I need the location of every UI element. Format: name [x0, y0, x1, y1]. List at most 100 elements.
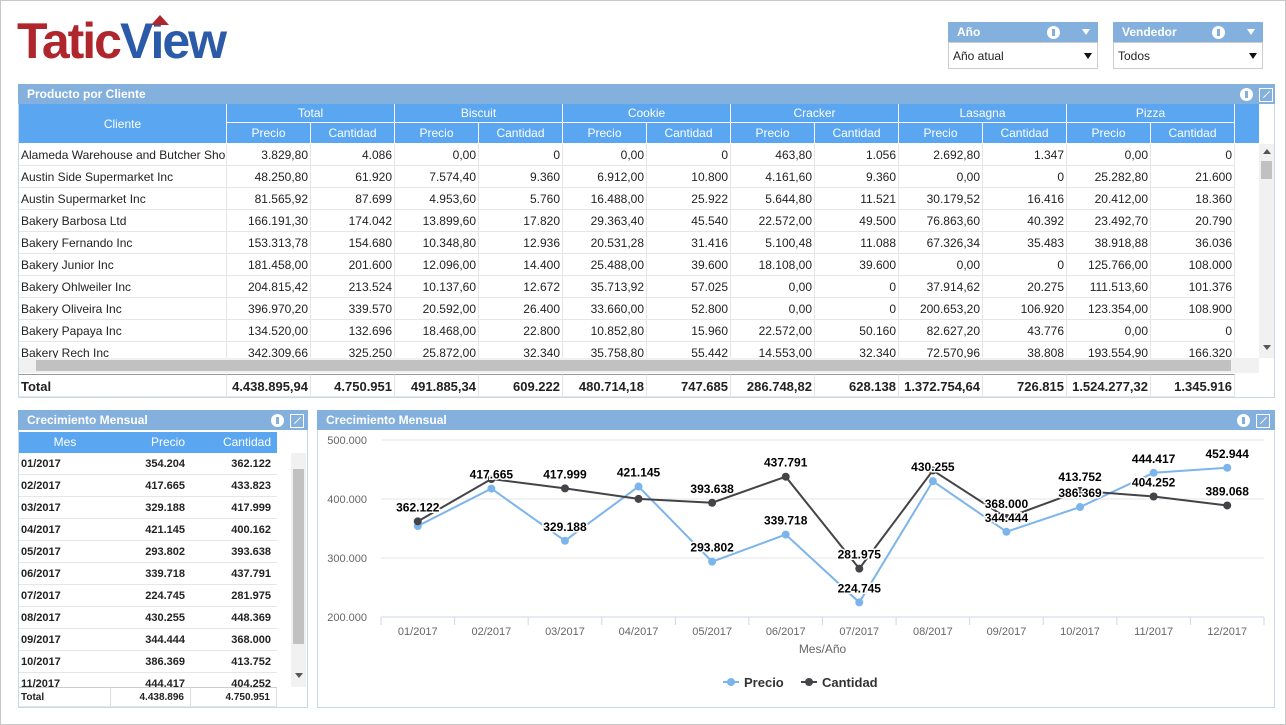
- number-cell: 4.161,60: [731, 166, 815, 188]
- month-cell: 08/2017: [19, 607, 111, 629]
- number-cell: 339.570: [311, 298, 395, 320]
- data-point: [560, 484, 569, 493]
- dropdown-arrow[interactable]: [1249, 53, 1257, 59]
- number-cell: 14.400: [479, 254, 563, 276]
- number-cell: 463,80: [731, 144, 815, 166]
- client-cell: Bakery Rech Inc: [19, 342, 227, 358]
- number-cell: 35.713,92: [563, 276, 647, 298]
- number-cell: 3.829,80: [227, 144, 311, 166]
- data-point: [1223, 463, 1232, 472]
- filter-menu-arrow[interactable]: [1082, 29, 1090, 35]
- expand-arrow: [293, 416, 302, 425]
- number-cell: 72.570,96: [899, 342, 983, 358]
- total-cell: 1.345.916: [1151, 374, 1235, 397]
- data-label: 393.638: [690, 482, 734, 496]
- number-cell: 9.360: [815, 166, 899, 188]
- data-point: [634, 494, 643, 503]
- number-cell: 421.145: [111, 519, 191, 541]
- number-cell: 12.936: [479, 232, 563, 254]
- info-button[interactable]: [1047, 26, 1060, 39]
- group-header: Pizza: [1067, 104, 1235, 123]
- number-cell: 12.672: [479, 276, 563, 298]
- number-cell: 0,00: [563, 144, 647, 166]
- total-cell: 726.815: [983, 374, 1067, 397]
- data-point: [781, 472, 790, 481]
- number-cell: 22.572,00: [731, 210, 815, 232]
- number-cell: 293.802: [111, 541, 191, 563]
- number-cell: 0,00: [1067, 320, 1151, 342]
- number-cell: 25.872,00: [395, 342, 479, 358]
- legend-label[interactable]: Precio: [744, 675, 784, 690]
- data-point: [1149, 492, 1158, 501]
- data-point: [1002, 527, 1011, 536]
- total-cell: 628.138: [815, 374, 899, 397]
- data-label: 389.068: [1206, 484, 1250, 498]
- number-cell: 22.572,00: [731, 320, 815, 342]
- number-cell: 153.313,78: [227, 232, 311, 254]
- number-cell: 166.191,30: [227, 210, 311, 232]
- number-cell: 6.912,00: [563, 166, 647, 188]
- month-cell: 06/2017: [19, 563, 111, 585]
- data-label: 329.188: [543, 520, 587, 534]
- scroll-down[interactable]: [295, 673, 303, 678]
- scroll-down[interactable]: [1263, 345, 1271, 350]
- number-cell: 50.160: [815, 320, 899, 342]
- number-cell: 0,00: [731, 298, 815, 320]
- info-button[interactable]: [1237, 414, 1250, 427]
- client-cell: Alameda Warehouse and Butcher Shop: [19, 144, 227, 166]
- number-cell: 45.540: [647, 210, 731, 232]
- total-cell: 1.372.754,64: [899, 374, 983, 397]
- number-cell: 57.025: [647, 276, 731, 298]
- total-label: Total: [19, 374, 227, 397]
- number-cell: 5.760: [479, 188, 563, 210]
- legend-label[interactable]: Cantidad: [822, 675, 878, 690]
- number-cell: 36.036: [1151, 232, 1235, 254]
- x-tick-label: 07/2017: [839, 626, 879, 638]
- number-cell: 181.458,00: [227, 254, 311, 276]
- info-button[interactable]: [1212, 26, 1225, 39]
- filter-select[interactable]: Todos: [1113, 42, 1263, 69]
- client-cell: Bakery Papaya Inc: [19, 320, 227, 342]
- number-cell: 154.680: [311, 232, 395, 254]
- number-cell: 0,00: [899, 254, 983, 276]
- info-button[interactable]: [1240, 88, 1253, 101]
- data-point: [634, 482, 643, 491]
- number-cell: 417.665: [111, 475, 191, 497]
- column-header: Precio: [111, 432, 191, 453]
- number-cell: 417.999: [191, 497, 277, 519]
- number-cell: 18.360: [1151, 188, 1235, 210]
- number-cell: 35.758,80: [563, 342, 647, 358]
- scroll-thumb: [293, 469, 304, 644]
- data-point: [1149, 468, 1158, 477]
- number-cell: 5.100,48: [731, 232, 815, 254]
- expand-button[interactable]: [290, 414, 304, 428]
- number-cell: 437.791: [191, 563, 277, 585]
- number-cell: 49.500: [815, 210, 899, 232]
- number-cell: 48.250,80: [227, 166, 311, 188]
- number-cell: 123.354,00: [1067, 298, 1151, 320]
- filter-menu-arrow[interactable]: [1247, 29, 1255, 35]
- data-label: 362.122: [396, 500, 440, 514]
- filter-select[interactable]: Año atual: [948, 42, 1098, 69]
- number-cell: 25.488,00: [563, 254, 647, 276]
- number-cell: 134.520,00: [227, 320, 311, 342]
- y-tick-label: 300.000: [327, 553, 367, 565]
- info-button[interactable]: [271, 414, 284, 427]
- sub-header: Precio: [1067, 123, 1151, 144]
- number-cell: 393.638: [191, 541, 277, 563]
- total-cell: 4.438.896: [111, 687, 191, 707]
- scroll-up[interactable]: [1263, 149, 1271, 154]
- logo: TaticView: [17, 13, 227, 69]
- data-label: 339.718: [764, 514, 808, 528]
- total-cell: 1.524.277,32: [1067, 374, 1151, 397]
- data-point: [928, 477, 937, 486]
- number-cell: 329.188: [111, 497, 191, 519]
- number-cell: 30.179,52: [899, 188, 983, 210]
- expand-button[interactable]: [1256, 414, 1270, 428]
- vertical-scrollbar: [1259, 144, 1274, 358]
- dropdown-arrow[interactable]: [1084, 53, 1092, 59]
- expand-button[interactable]: [1259, 88, 1273, 102]
- series-line: [417, 469, 1228, 571]
- group-header: [1235, 104, 1259, 144]
- number-cell: 0: [983, 254, 1067, 276]
